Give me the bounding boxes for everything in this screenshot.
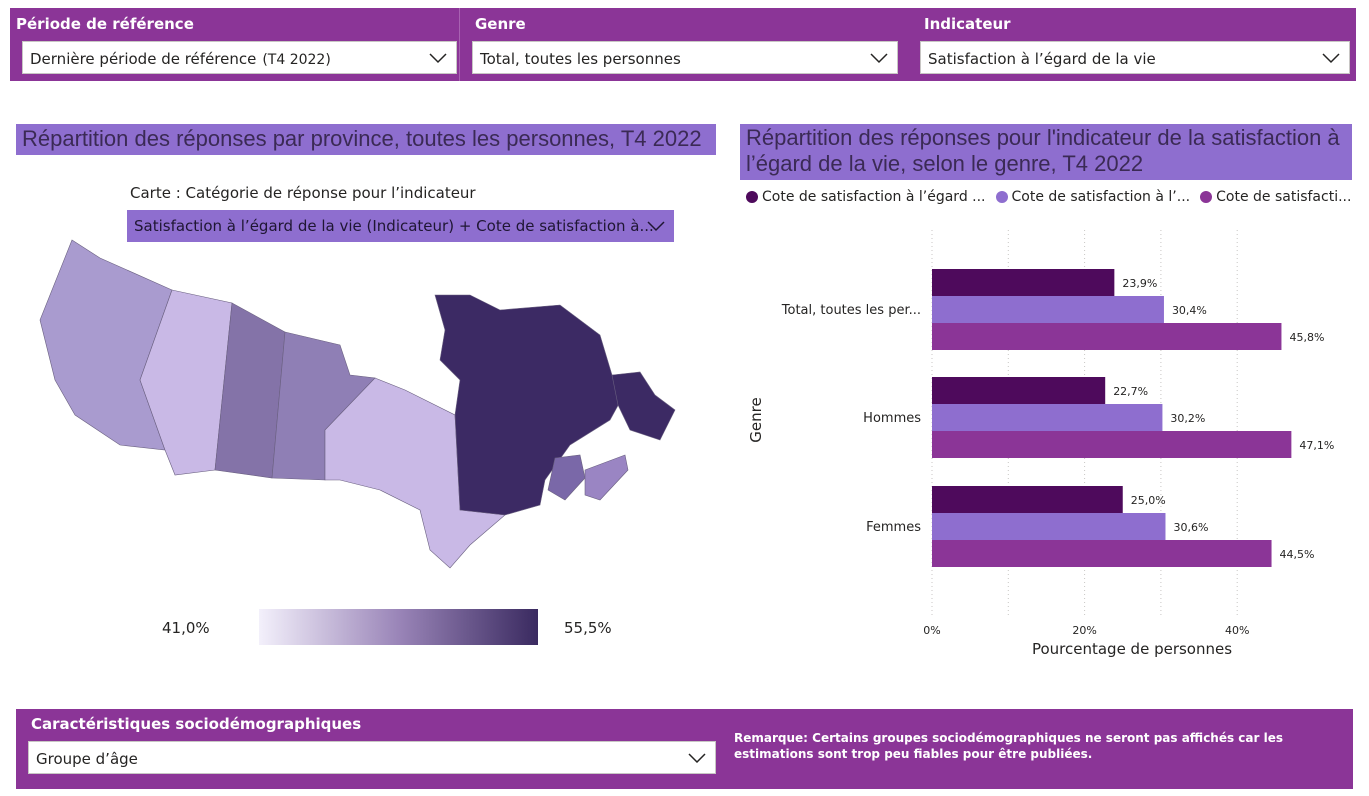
data-label-0-0: 23,9% [1122,277,1157,290]
gender-label: Genre [475,15,526,33]
legend-label-3: Cote de satisfacti... [1216,189,1352,205]
data-label-1-0: 22,7% [1113,385,1148,398]
bar-chart: Total, toutes les per... 23,9% 30,4% 45,8% H… [747,230,1334,658]
map-legend-gradient [259,609,538,645]
legend-item-series-1[interactable]: Cote de satisfaction à l’égard ... [746,189,986,205]
bar-2-2[interactable] [932,540,1272,567]
reference-period-filter: Période de référence Dernière période de… [10,8,459,81]
map-title: Répartition des réponses par province, t… [16,124,716,155]
legend-dot-2 [995,191,1008,203]
reference-period-label: Période de référence [16,15,194,33]
map-category-value: Satisfaction à l’égard de la vie (Indica… [134,217,654,235]
legend-item-series-3[interactable]: Cote de satisfacti... [1200,189,1351,205]
bar-1-2[interactable] [932,431,1292,458]
gender-dropdown[interactable]: Total, toutes les personnes [472,41,898,74]
legend-label-1: Cote de satisfaction à l’égard ... [762,189,986,205]
chevron-down-icon [1322,53,1340,64]
y-axis-label: Genre [747,397,765,442]
data-label-1-1: 30,2% [1170,412,1205,425]
chevron-down-icon [870,53,888,64]
bar-chart-title: Répartition des réponses pour l'indicate… [740,124,1352,180]
province-new-brunswick [547,454,586,501]
data-label-2-1: 30,6% [1173,521,1208,534]
filter-bar: Période de référence Dernière période de… [10,8,1356,81]
province-nova-scotia [584,454,629,501]
reference-period-suffix: (T4 2022) [262,52,331,68]
bar-chart-title-line1: Répartition des réponses pour l'indicate… [746,125,1340,150]
map-category-dropdown[interactable]: Satisfaction à l’égard de la vie (Indica… [127,210,674,242]
sociodemographic-dropdown[interactable]: Groupe d’âge [28,741,716,774]
map-category-label: Carte : Catégorie de réponse pour l’indi… [130,184,476,202]
remark-text: Remarque: Certains groupes sociodémograp… [734,731,1284,761]
x-tick-2: 40% [1225,624,1249,637]
sociodemographic-label: Caractéristiques sociodémographiques [31,715,362,733]
legend-dot-3 [1200,191,1213,203]
data-label-0-2: 45,8% [1289,331,1324,344]
chevron-down-icon [429,53,447,64]
data-label-0-1: 30,4% [1172,304,1207,317]
reference-period-dropdown[interactable]: Dernière période de référence (T4 2022) [22,41,457,74]
bar-1-0[interactable] [932,377,1106,404]
bar-2-0[interactable] [932,486,1123,513]
chevron-down-icon [647,221,665,232]
indicator-filter: Indicateur Satisfaction à l’égard de la … [915,8,1356,81]
bar-1-1[interactable] [932,404,1163,431]
bar-2-1[interactable] [932,513,1166,540]
province-british-columbia [39,239,173,451]
province-newfoundland [611,371,676,441]
data-label-1-2: 47,1% [1299,439,1334,452]
map-legend-max: 55,5% [564,619,612,637]
indicator-value: Satisfaction à l’égard de la vie [928,50,1156,68]
gender-filter: Genre Total, toutes les personnes [460,8,909,81]
filter-separator [459,8,460,81]
legend-item-series-2[interactable]: Cote de satisfaction à l’... [995,189,1191,205]
chart-legend: Cote de satisfaction à l’égard ... Cote … [746,189,1351,205]
category-label-1: Hommes [863,411,921,426]
bar-0-0[interactable] [932,269,1115,296]
canada-map[interactable] [0,0,700,600]
indicator-dropdown[interactable]: Satisfaction à l’égard de la vie [920,41,1350,74]
gender-value: Total, toutes les personnes [480,50,681,68]
bar-0-2[interactable] [932,323,1282,350]
bottom-filter-bar: Caractéristiques sociodémographiques Gro… [16,709,1353,789]
data-label-2-0: 25,0% [1131,494,1166,507]
x-tick-0: 0% [923,624,940,637]
map-legend-min: 41,0% [162,619,210,637]
data-label-2-2: 44,5% [1280,548,1315,561]
legend-dot-1 [746,191,758,203]
x-tick-1: 20% [1072,624,1096,637]
category-label-0: Total, toutes les per... [781,303,921,318]
bar-chart-title-line2: l’égard de la vie, selon le genre, T4 20… [746,151,1144,176]
indicator-label: Indicateur [924,15,1011,33]
legend-label-2: Cote de satisfaction à l’... [1011,189,1191,205]
x-axis-label: Pourcentage de personnes [1032,640,1232,658]
bar-0-1[interactable] [932,296,1164,323]
chevron-down-icon [688,753,706,764]
sociodemographic-value: Groupe d’âge [36,750,138,768]
reference-period-value: Dernière période de référence [30,50,257,68]
category-label-2: Femmes [866,520,921,535]
